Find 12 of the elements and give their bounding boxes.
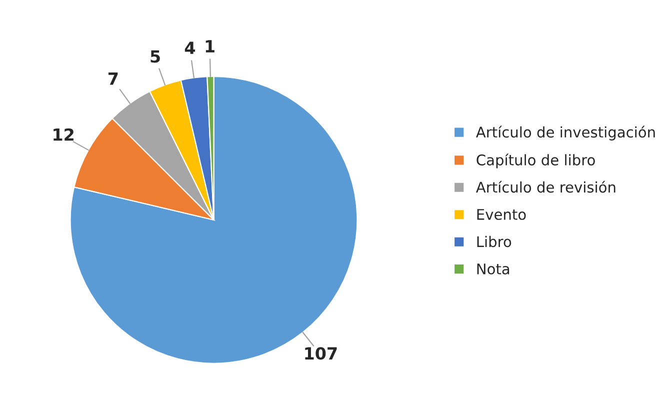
legend-label: Evento [477,209,526,220]
legend-label: Libro [477,236,512,248]
legend-label: Capítulo de libro [476,154,595,168]
legend-label: Artículo de investigación [476,126,655,140]
data-label: 7 [108,72,118,85]
legend-label: Artículo de revisión [476,180,616,193]
data-label: 5 [150,50,160,63]
data-label: 12 [54,128,74,141]
data-label: 1 [206,40,214,52]
data-label: 4 [184,42,196,54]
legend-label: Nota [477,264,510,274]
data-label: 107 [305,347,337,360]
